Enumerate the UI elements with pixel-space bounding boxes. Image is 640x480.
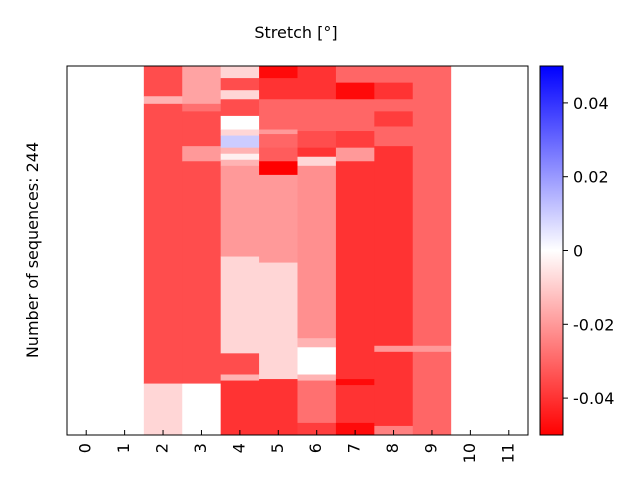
colorbar-tick-label-1: 0.02 xyxy=(573,168,609,187)
heatmap-cell-col-4-seg-12 xyxy=(220,353,260,375)
heatmap-cell-col-6-seg-10 xyxy=(297,422,337,436)
x-tick-label-3: 3 xyxy=(191,443,210,453)
x-tick-label-4: 4 xyxy=(229,443,248,453)
heatmap-cell-col-6-seg-4 xyxy=(297,156,337,167)
heatmap-cell-col-6-seg-8 xyxy=(297,374,337,381)
heatmap-cell-col-4-seg-3 xyxy=(220,99,260,117)
heatmap-cell-col-5-seg-6 xyxy=(259,161,298,176)
heatmap-cell-col-5-seg-10 xyxy=(259,383,298,436)
colorbar-ticks: 0.04 0.02 0 -0.02 -0.04 xyxy=(563,94,614,408)
heatmap-cell-col-1-seg-0 xyxy=(105,66,145,436)
heatmap-cell-col-7-seg-7 xyxy=(335,385,375,424)
heatmap-cell-col-4-seg-1 xyxy=(220,78,260,91)
heatmap-cell-col-10-seg-0 xyxy=(451,66,490,436)
heatmap-cell-col-5-seg-9 xyxy=(259,379,298,384)
heatmap-cell-col-6-seg-9 xyxy=(297,380,337,424)
x-tick-label-8: 8 xyxy=(383,443,402,453)
heatmap-cell-col-6-seg-0 xyxy=(297,66,337,100)
heatmap-cell-col-7-seg-1 xyxy=(335,82,375,100)
heatmap-cell-col-4-seg-7 xyxy=(220,147,260,155)
colorbar-tick-label-2: 0 xyxy=(573,242,583,261)
heatmap-cell-col-7-seg-8 xyxy=(335,422,375,436)
colorbar-tick-label-0: 0.04 xyxy=(573,94,609,113)
heatmap-cell-col-4-seg-14 xyxy=(220,380,260,436)
heatmap-cell-col-2-seg-3 xyxy=(143,383,183,436)
y-axis-label: Number of sequences: 244 xyxy=(23,142,42,358)
heatmap-cell-col-9-seg-0 xyxy=(412,66,452,347)
heatmap-cell-col-5-seg-7 xyxy=(259,174,298,263)
heatmap-cell-col-4-seg-13 xyxy=(220,374,260,381)
heatmap-cell-col-3-seg-3 xyxy=(182,146,222,162)
heatmap-cell-col-6-seg-6 xyxy=(297,338,337,348)
x-tick-label-2: 2 xyxy=(153,443,172,453)
heatmap-cell-col-8-seg-4 xyxy=(374,126,414,147)
x-tick-label-1: 1 xyxy=(114,443,133,453)
heatmap-cell-col-9-seg-1 xyxy=(412,345,452,353)
chart-title: Stretch [°] xyxy=(254,23,337,42)
heatmap-cell-col-8-seg-7 xyxy=(374,351,414,427)
heatmap-cells xyxy=(67,66,529,436)
heatmap-cell-col-9-seg-2 xyxy=(412,351,452,436)
heatmap-cell-col-4-seg-6 xyxy=(220,135,260,149)
x-tick-label-7: 7 xyxy=(345,443,364,453)
heatmap-cell-col-8-seg-0 xyxy=(374,66,414,84)
x-tick-label-10: 10 xyxy=(460,443,479,463)
heatmap-cell-col-2-seg-1 xyxy=(143,96,183,105)
heatmap-cell-col-7-seg-0 xyxy=(335,66,375,84)
heatmap-cell-col-5-seg-1 xyxy=(259,78,298,100)
heatmap-cell-col-4-seg-10 xyxy=(220,165,260,257)
heatmap-cell-col-5-seg-8 xyxy=(259,262,298,380)
heatmap-cell-col-6-seg-3 xyxy=(297,147,337,158)
heatmap-cell-col-4-seg-2 xyxy=(220,90,260,100)
x-tick-label-11: 11 xyxy=(498,443,517,463)
heatmap-cell-col-7-seg-6 xyxy=(335,379,375,386)
heatmap-cell-col-7-seg-5 xyxy=(335,161,375,380)
heatmap-cell-col-5-seg-3 xyxy=(259,129,298,135)
plot-frame xyxy=(66,65,529,436)
heatmap-cell-col-4-seg-9 xyxy=(220,159,260,167)
heatmap-cell-col-6-seg-1 xyxy=(297,99,337,132)
heatmap-cell-col-7-seg-4 xyxy=(335,147,375,162)
heatmap-cell-col-8-seg-6 xyxy=(374,345,414,353)
heatmap-cell-col-8-seg-1 xyxy=(374,82,414,100)
heatmap-cell-col-11-seg-0 xyxy=(489,66,529,436)
heatmap-cell-col-5-seg-2 xyxy=(259,99,298,130)
heatmap-cell-col-4-seg-0 xyxy=(220,66,260,79)
heatmap-cell-col-3-seg-2 xyxy=(182,111,222,147)
heatmap-cell-col-5-seg-4 xyxy=(259,134,298,149)
heatmap-cell-col-4-seg-4 xyxy=(220,115,260,130)
heatmap-cell-col-8-seg-3 xyxy=(374,111,414,127)
heatmap-cell-col-2-seg-2 xyxy=(143,103,183,384)
heatmap-cell-col-7-seg-2 xyxy=(335,99,375,132)
heatmap-cell-col-4-seg-11 xyxy=(220,256,260,354)
x-tick-label-0: 0 xyxy=(76,443,95,453)
heatmap-cell-col-7-seg-3 xyxy=(335,131,375,149)
colorbar-tick-label-4: -0.04 xyxy=(573,389,614,408)
heatmap-cell-col-8-seg-5 xyxy=(374,146,414,347)
heatmap-cell-col-3-seg-4 xyxy=(182,161,222,384)
x-tick-label-9: 9 xyxy=(421,443,440,453)
heatmap-cell-col-3-seg-0 xyxy=(182,66,222,105)
x-axis-ticks: 0 1 2 3 4 5 6 7 8 9 10 11 xyxy=(76,430,517,463)
heatmap-cell-col-6-seg-7 xyxy=(297,347,337,375)
heatmap-cell-col-3-seg-1 xyxy=(182,103,222,112)
heatmap-cell-col-2-seg-0 xyxy=(143,66,183,97)
heatmap-cell-col-4-seg-5 xyxy=(220,129,260,136)
colorbar xyxy=(539,65,564,436)
heatmap-cell-col-5-seg-5 xyxy=(259,147,298,162)
x-tick-label-5: 5 xyxy=(268,443,287,453)
heatmap-cell-col-8-seg-2 xyxy=(374,99,414,112)
heatmap-cell-col-0-seg-0 xyxy=(67,66,106,436)
heatmap-cell-col-3-seg-5 xyxy=(182,383,222,436)
heatmap-cell-col-5-seg-0 xyxy=(259,66,298,79)
heatmap-cell-col-6-seg-2 xyxy=(297,131,337,149)
colorbar-tick-label-3: -0.02 xyxy=(573,315,614,334)
x-tick-label-6: 6 xyxy=(306,443,325,453)
heatmap-cell-col-4-seg-8 xyxy=(220,153,260,161)
heatmap-cell-col-6-seg-5 xyxy=(297,165,337,339)
